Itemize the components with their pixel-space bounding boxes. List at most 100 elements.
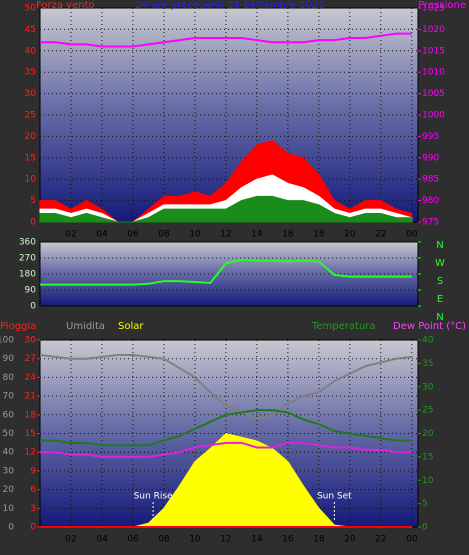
- y3-tick-label: 9: [30, 466, 36, 476]
- x-tick-label: 08: [158, 535, 170, 545]
- y-tick-label: 20: [3, 485, 15, 495]
- y3-tick-label: 15: [25, 429, 36, 439]
- y-tick-label: 30: [25, 89, 37, 99]
- y2-tick-label: 1020: [422, 25, 445, 35]
- y-tick-label: 40: [3, 448, 15, 458]
- line: [40, 32, 412, 48]
- x-tick-label: 00: [406, 535, 418, 545]
- y-tick-label: 30: [3, 466, 15, 476]
- y3-tick-label: 30: [25, 336, 37, 346]
- y-tick-label: 45: [25, 25, 36, 35]
- x-tick-label: 06: [127, 230, 139, 240]
- x-tick-label: 12: [220, 230, 231, 240]
- y-tick-label: 70: [3, 392, 15, 402]
- y2-tick-label: 990: [422, 153, 439, 163]
- y2-label: Pressione: [418, 0, 466, 11]
- y-tick-label: 90: [25, 286, 37, 296]
- y2-label: Temperatura: [311, 321, 376, 332]
- y-tick-label: 40: [25, 46, 37, 56]
- x-tick-label: 20: [344, 535, 356, 545]
- y-label: Forza vento: [36, 0, 95, 11]
- y-tick-label: 180: [19, 270, 36, 280]
- y-tick-label: 80: [3, 373, 15, 383]
- y3-tick-label: 27: [25, 354, 36, 364]
- title: 24 ore precedenti 28 Settembre 2023: [135, 0, 324, 11]
- y3-tick-label: 6: [30, 485, 36, 495]
- x-tick-label: 04: [96, 230, 108, 240]
- y3-tick-label: 21: [25, 392, 36, 402]
- x-tick-label: 00: [406, 230, 418, 240]
- x-tick-label: 18: [313, 230, 325, 240]
- y-tick-label: 20: [25, 132, 37, 142]
- y2-tick-label: 1005: [422, 89, 445, 99]
- line: [40, 441, 412, 458]
- annotation: Sun Rise: [134, 492, 173, 502]
- x-tick-label: 14: [251, 230, 263, 240]
- y-tick-label: 60: [3, 410, 15, 420]
- y2-tick-label: 35: [422, 359, 433, 369]
- y2-tick-label: 985: [422, 175, 439, 185]
- y2-tick-label: 975: [422, 218, 439, 228]
- y-tick-label: 0: [30, 302, 36, 312]
- y-tick-label: 360: [19, 238, 36, 248]
- x-tick-label: 06: [127, 535, 139, 545]
- y2-tick-label: 40: [422, 336, 434, 346]
- x-tick-label: 12: [220, 535, 231, 545]
- y-tick-label: 90: [3, 354, 15, 364]
- x-tick-label: 14: [251, 535, 263, 545]
- y-tick-label: 0: [8, 523, 14, 533]
- y-tick-label: 0: [30, 218, 36, 228]
- annotation: Sun Set: [317, 492, 352, 502]
- y3-tick-label: 18: [25, 410, 37, 420]
- y2-tick-label: 1025: [422, 4, 445, 14]
- y2-tick-label: 25: [422, 406, 433, 416]
- y3-tick-label: 3: [30, 504, 36, 514]
- line: [39, 353, 412, 420]
- y3-tick-label: 24: [25, 373, 37, 383]
- y2-tick-label: 980: [422, 196, 439, 206]
- y2-tick-label: 0: [422, 523, 428, 533]
- y2-tick-label: 1000: [422, 111, 445, 121]
- y2-tick-label: 1010: [422, 68, 445, 78]
- area: [39, 195, 413, 223]
- x-tick-label: 04: [96, 535, 108, 545]
- x-tick-label: 08: [158, 230, 170, 240]
- x-tick-label: 16: [282, 535, 294, 545]
- y-tick-label: 50: [25, 4, 37, 14]
- y-tick-label: 25: [25, 111, 36, 121]
- x-tick-label: 10: [189, 230, 201, 240]
- y-tick-label: 10: [25, 175, 37, 185]
- y-tick-label: 270: [19, 254, 36, 264]
- y2-tick-label: 1015: [422, 46, 445, 56]
- x-tick-label: 02: [65, 230, 76, 240]
- x-tick-label: 10: [189, 535, 201, 545]
- y2-tick-label: 20: [422, 429, 434, 439]
- y2-tick-label: 30: [422, 382, 434, 392]
- y2-tick-label: 995: [422, 132, 439, 142]
- y2-tick-label: 10: [422, 476, 434, 486]
- direction-label: E: [437, 294, 443, 305]
- x-tick-label: 16: [282, 230, 294, 240]
- x-tick-label: 20: [344, 230, 356, 240]
- x-tick-label: 18: [313, 535, 325, 545]
- line: [40, 409, 412, 447]
- y2-tick-label: 15: [422, 452, 433, 462]
- y-tick-label: 50: [3, 429, 15, 439]
- y3-tick-label: 12: [25, 448, 36, 458]
- line: [40, 258, 412, 286]
- y-tick-label: 100: [0, 336, 14, 346]
- direction-label: S: [437, 276, 443, 287]
- y-tick-label: 35: [25, 68, 36, 78]
- y-label: Umidita: [66, 321, 105, 332]
- y2-tick-label: 5: [422, 499, 428, 509]
- direction-label: N: [436, 312, 443, 323]
- y3-tick-label: 0: [30, 523, 36, 533]
- dew-label: Dew Point (°C): [393, 321, 466, 332]
- x-tick-label: 02: [65, 535, 76, 545]
- solar-label: Solar: [118, 321, 144, 332]
- direction-label: N: [436, 240, 443, 251]
- y-tick-label: 10: [3, 504, 15, 514]
- y-tick-label: 15: [25, 153, 36, 163]
